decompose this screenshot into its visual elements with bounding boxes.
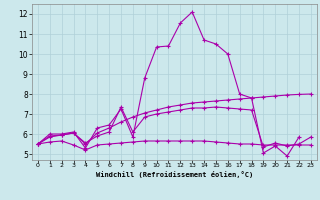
X-axis label: Windchill (Refroidissement éolien,°C): Windchill (Refroidissement éolien,°C) (96, 171, 253, 178)
